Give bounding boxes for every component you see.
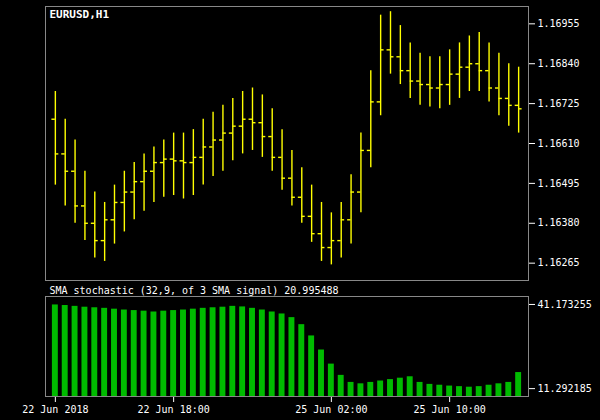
svg-text:41.173255: 41.173255 xyxy=(538,299,592,310)
svg-text:22 Jun 2018: 22 Jun 2018 xyxy=(22,404,88,415)
svg-text:1.16955: 1.16955 xyxy=(538,18,580,29)
svg-text:1.16840: 1.16840 xyxy=(538,58,580,69)
svg-text:25 Jun 02:00: 25 Jun 02:00 xyxy=(295,404,367,415)
svg-text:SMA stochastic (32,9, of 3 SMA: SMA stochastic (32,9, of 3 SMA signal) 2… xyxy=(50,285,339,296)
svg-text:1.16495: 1.16495 xyxy=(538,178,580,189)
svg-text:1.16380: 1.16380 xyxy=(538,217,580,228)
svg-text:11.292185: 11.292185 xyxy=(538,383,592,394)
svg-text:25 Jun 10:00: 25 Jun 10:00 xyxy=(414,404,486,415)
svg-text:22 Jun 18:00: 22 Jun 18:00 xyxy=(138,404,210,415)
svg-text:1.16610: 1.16610 xyxy=(538,138,580,149)
svg-text:1.16265: 1.16265 xyxy=(538,257,580,268)
svg-text:EURUSD,H1: EURUSD,H1 xyxy=(50,8,110,21)
svg-text:1.16725: 1.16725 xyxy=(538,98,580,109)
